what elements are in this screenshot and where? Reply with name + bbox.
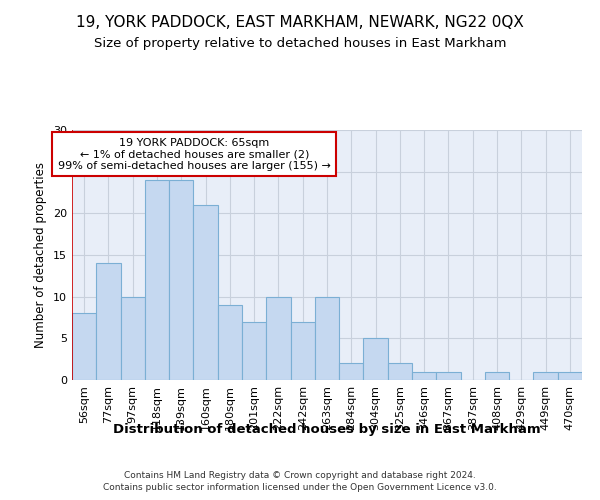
Bar [436, 372, 461, 380]
Text: Contains HM Land Registry data © Crown copyright and database right 2024.
Contai: Contains HM Land Registry data © Crown c… [103, 471, 497, 492]
Bar [218, 305, 242, 380]
Bar [533, 372, 558, 380]
Bar [290, 322, 315, 380]
Bar [315, 296, 339, 380]
Bar [193, 205, 218, 380]
Bar [96, 264, 121, 380]
Text: 19, YORK PADDOCK, EAST MARKHAM, NEWARK, NG22 0QX: 19, YORK PADDOCK, EAST MARKHAM, NEWARK, … [76, 15, 524, 30]
Bar [364, 338, 388, 380]
Bar [266, 296, 290, 380]
Bar [242, 322, 266, 380]
Bar [145, 180, 169, 380]
Bar [339, 364, 364, 380]
Y-axis label: Number of detached properties: Number of detached properties [34, 162, 47, 348]
Bar [558, 372, 582, 380]
Bar [72, 314, 96, 380]
Text: Distribution of detached houses by size in East Markham: Distribution of detached houses by size … [113, 422, 541, 436]
Bar [485, 372, 509, 380]
Bar [412, 372, 436, 380]
Bar [169, 180, 193, 380]
Text: Size of property relative to detached houses in East Markham: Size of property relative to detached ho… [94, 38, 506, 51]
Bar [388, 364, 412, 380]
Bar [121, 296, 145, 380]
Text: 19 YORK PADDOCK: 65sqm
← 1% of detached houses are smaller (2)
99% of semi-detac: 19 YORK PADDOCK: 65sqm ← 1% of detached … [58, 138, 331, 170]
